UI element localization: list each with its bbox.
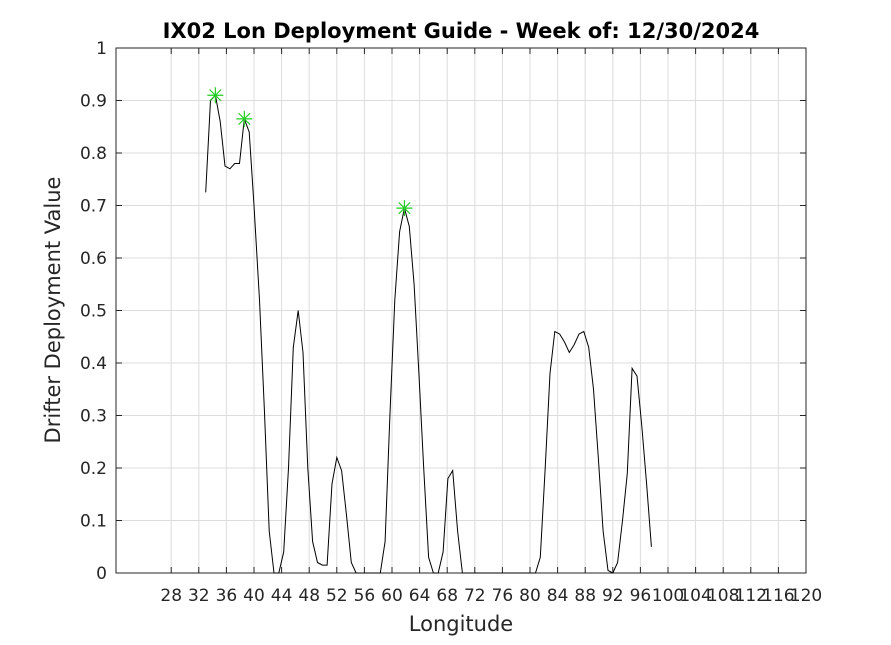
x-tick-label: 120	[790, 586, 822, 606]
x-tick-label: 92	[602, 586, 624, 606]
y-tick-label: 0.2	[80, 459, 107, 479]
x-tick-label: 28	[160, 586, 182, 606]
x-tick-label: 68	[436, 586, 458, 606]
y-tick-label: 0.6	[80, 249, 107, 269]
y-tick-label: 0	[96, 564, 107, 584]
series-layer	[205, 94, 652, 574]
y-tick-label: 0.7	[80, 197, 107, 217]
x-tick-label: 64	[409, 586, 431, 606]
peak-marker-stroke	[238, 112, 251, 126]
y-axis-label: Drifter Deployment Value	[41, 177, 65, 444]
x-tick-label: 104	[679, 586, 711, 606]
y-tick-label: 0.5	[80, 302, 107, 322]
x-tick-label: 52	[326, 586, 348, 606]
x-tick-label: 48	[298, 586, 320, 606]
y-tick-label: 1	[96, 39, 107, 59]
x-tick-label: 88	[574, 586, 596, 606]
chart-title: IX02 Lon Deployment Guide - Week of: 12/…	[163, 19, 760, 43]
peak-marker-stroke	[398, 201, 411, 215]
peak-marker	[396, 200, 413, 217]
x-tick-label: 40	[243, 586, 265, 606]
grid	[116, 47, 807, 574]
peak-marker	[207, 87, 224, 104]
x-tick-label: 76	[492, 586, 514, 606]
x-tick-label: 84	[547, 586, 569, 606]
x-tick-label: 36	[216, 586, 238, 606]
x-tick-label: 108	[707, 586, 739, 606]
y-tick-label: 0.1	[80, 512, 107, 532]
x-tick-label: 80	[519, 586, 541, 606]
x-tick-label: 96	[630, 586, 652, 606]
peak-marker	[236, 110, 253, 127]
x-tick-label: 32	[188, 586, 210, 606]
x-tick-label: 44	[271, 586, 293, 606]
x-tick-label: 60	[381, 586, 403, 606]
y-tick-label: 0.4	[80, 354, 107, 374]
x-tick-label: 112	[735, 586, 767, 606]
x-tick-label: 72	[464, 586, 486, 606]
peak-markers	[207, 87, 413, 217]
series-line	[205, 94, 652, 574]
x-tick-label: 56	[354, 586, 376, 606]
peak-marker-stroke	[209, 89, 222, 102]
x-axis-label: Longitude	[409, 612, 513, 636]
x-tick-label: 116	[762, 586, 794, 606]
x-tick-label: 100	[652, 586, 684, 606]
y-tick-label: 0.3	[80, 407, 107, 427]
axis-ticks: 28 32 36 40 44 48 52 56 60 64 68 72 76 80 84 88 92 96 1001…	[80, 39, 822, 606]
y-tick-label: 0.9	[80, 92, 107, 112]
y-tick-label: 0.8	[80, 144, 107, 164]
